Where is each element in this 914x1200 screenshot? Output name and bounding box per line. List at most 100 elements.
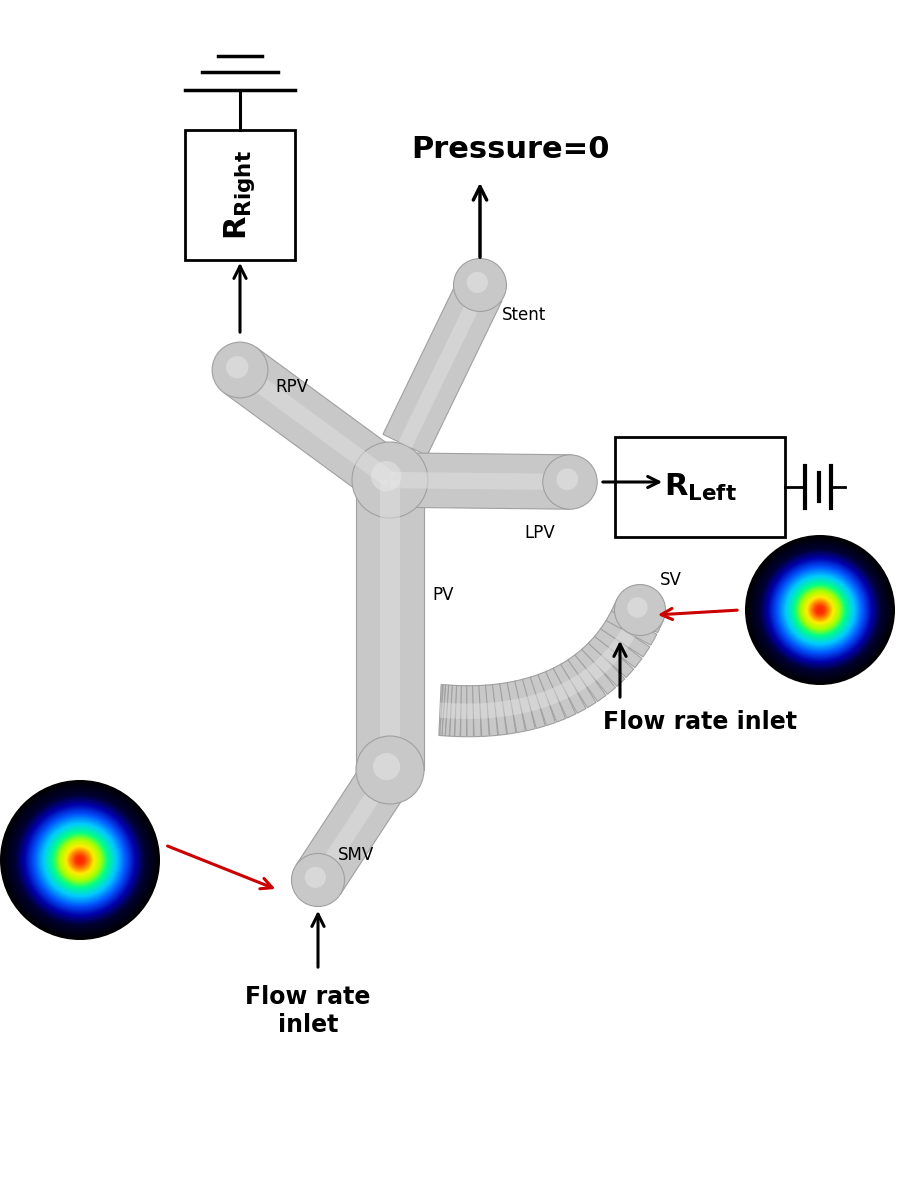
Circle shape bbox=[72, 852, 88, 868]
Polygon shape bbox=[560, 659, 596, 708]
Text: RPV: RPV bbox=[275, 378, 308, 396]
Circle shape bbox=[33, 814, 127, 907]
Polygon shape bbox=[383, 280, 502, 456]
Circle shape bbox=[543, 455, 597, 509]
Circle shape bbox=[58, 838, 102, 882]
Circle shape bbox=[791, 581, 849, 640]
Circle shape bbox=[3, 782, 157, 937]
Circle shape bbox=[760, 550, 880, 670]
Circle shape bbox=[27, 806, 133, 913]
Circle shape bbox=[786, 576, 854, 643]
Circle shape bbox=[226, 356, 249, 378]
Circle shape bbox=[804, 594, 836, 626]
Circle shape bbox=[45, 826, 115, 895]
Text: Flow rate inlet: Flow rate inlet bbox=[603, 710, 797, 734]
Circle shape bbox=[803, 593, 837, 626]
Polygon shape bbox=[507, 680, 526, 733]
Text: Pressure=0: Pressure=0 bbox=[410, 136, 610, 164]
Circle shape bbox=[62, 842, 98, 878]
Polygon shape bbox=[530, 674, 556, 726]
Circle shape bbox=[46, 826, 114, 894]
Text: SV: SV bbox=[660, 571, 682, 589]
Circle shape bbox=[802, 592, 839, 629]
Polygon shape bbox=[312, 766, 397, 884]
Circle shape bbox=[48, 828, 112, 892]
Circle shape bbox=[785, 575, 855, 644]
Polygon shape bbox=[224, 348, 407, 503]
Circle shape bbox=[755, 545, 885, 674]
Text: SMV: SMV bbox=[338, 846, 374, 864]
Circle shape bbox=[38, 818, 122, 902]
Circle shape bbox=[20, 800, 140, 920]
Circle shape bbox=[788, 578, 852, 642]
Polygon shape bbox=[545, 688, 559, 706]
Polygon shape bbox=[461, 685, 467, 737]
Polygon shape bbox=[568, 654, 606, 702]
Circle shape bbox=[453, 258, 506, 312]
Polygon shape bbox=[511, 698, 522, 715]
Circle shape bbox=[9, 790, 151, 931]
Polygon shape bbox=[622, 618, 642, 636]
Circle shape bbox=[797, 587, 844, 634]
Circle shape bbox=[73, 853, 87, 866]
Circle shape bbox=[17, 797, 143, 923]
Circle shape bbox=[31, 811, 129, 910]
Circle shape bbox=[76, 856, 84, 864]
Circle shape bbox=[811, 601, 829, 619]
Polygon shape bbox=[575, 648, 615, 695]
Polygon shape bbox=[380, 480, 400, 770]
Circle shape bbox=[813, 602, 827, 618]
Circle shape bbox=[41, 821, 119, 899]
Circle shape bbox=[21, 802, 139, 919]
Polygon shape bbox=[296, 756, 412, 894]
Circle shape bbox=[352, 442, 428, 518]
Circle shape bbox=[757, 547, 883, 673]
Circle shape bbox=[812, 601, 828, 618]
Circle shape bbox=[44, 824, 116, 896]
Polygon shape bbox=[628, 607, 647, 625]
Circle shape bbox=[371, 461, 401, 492]
Polygon shape bbox=[479, 685, 489, 737]
Circle shape bbox=[806, 596, 834, 624]
Circle shape bbox=[748, 538, 892, 682]
Circle shape bbox=[627, 598, 648, 618]
Text: $\mathbf{R}_{\mathbf{Right}}$: $\mathbf{R}_{\mathbf{Right}}$ bbox=[222, 150, 258, 240]
Polygon shape bbox=[515, 679, 536, 731]
Text: LPV: LPV bbox=[525, 524, 556, 542]
Circle shape bbox=[764, 553, 877, 666]
Circle shape bbox=[13, 793, 147, 926]
Circle shape bbox=[212, 342, 268, 398]
Polygon shape bbox=[440, 702, 441, 718]
Circle shape bbox=[53, 833, 107, 887]
Polygon shape bbox=[445, 685, 452, 736]
Circle shape bbox=[770, 559, 871, 661]
Circle shape bbox=[752, 542, 887, 678]
Polygon shape bbox=[503, 700, 513, 716]
Circle shape bbox=[32, 812, 128, 908]
Circle shape bbox=[66, 846, 94, 874]
Circle shape bbox=[373, 754, 400, 780]
Circle shape bbox=[792, 582, 848, 638]
Circle shape bbox=[15, 794, 145, 925]
Circle shape bbox=[746, 536, 894, 684]
Circle shape bbox=[24, 804, 136, 916]
Polygon shape bbox=[553, 684, 569, 702]
Bar bbox=[615, 437, 785, 538]
Circle shape bbox=[55, 835, 105, 886]
Polygon shape bbox=[606, 610, 657, 646]
Polygon shape bbox=[589, 635, 633, 678]
Polygon shape bbox=[485, 684, 498, 736]
Circle shape bbox=[765, 554, 876, 665]
Circle shape bbox=[799, 588, 842, 631]
Circle shape bbox=[756, 546, 884, 673]
Circle shape bbox=[557, 468, 579, 490]
Circle shape bbox=[790, 580, 850, 640]
Circle shape bbox=[809, 599, 831, 622]
Circle shape bbox=[292, 853, 345, 906]
Circle shape bbox=[67, 847, 93, 874]
Circle shape bbox=[810, 600, 830, 620]
Circle shape bbox=[23, 803, 137, 917]
Circle shape bbox=[795, 586, 845, 635]
Circle shape bbox=[815, 605, 824, 614]
Circle shape bbox=[69, 850, 91, 871]
